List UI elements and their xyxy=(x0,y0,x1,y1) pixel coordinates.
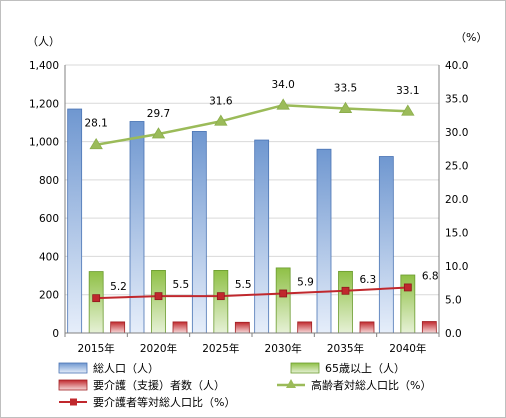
bar xyxy=(275,267,291,334)
right-tick-label: 40.0 xyxy=(445,60,468,72)
legend-label: 要介護（支援）者数（人） xyxy=(93,378,225,392)
right-tick-label: 0.0 xyxy=(445,328,462,340)
data-labels: 28.1 29.7 31.6 34.0 33.5 33.1 5.2 5.5 5.5 5.9 6.3 6… xyxy=(84,79,438,293)
bar xyxy=(338,270,353,334)
data-label: 29.7 xyxy=(147,108,170,120)
data-label: 31.6 xyxy=(209,95,233,107)
data-label: 5.2 xyxy=(110,281,127,293)
legend-swatch xyxy=(58,362,88,374)
bar xyxy=(110,321,126,334)
bar xyxy=(88,271,104,334)
x-tick-label: 2025年 xyxy=(202,342,239,355)
bar xyxy=(254,139,270,334)
data-label: 5.9 xyxy=(297,276,314,288)
right-tick-label: 15.0 xyxy=(445,228,468,240)
data-label: 5.5 xyxy=(235,279,252,291)
right-tick-label: 5.0 xyxy=(445,295,462,307)
bar xyxy=(421,321,437,334)
legend-label: 総人口（人） xyxy=(93,361,159,375)
series-line xyxy=(96,286,408,300)
left-tick-label: 0 xyxy=(52,328,59,340)
square-marker xyxy=(341,286,350,295)
legend-swatch xyxy=(58,379,88,391)
square-marker xyxy=(154,292,163,301)
bar xyxy=(172,321,188,334)
left-tick-label: 400 xyxy=(39,251,59,263)
right-axis-unit: （%） xyxy=(455,31,487,44)
right-tick-label: 20.0 xyxy=(445,194,468,206)
square-marker xyxy=(403,283,412,292)
square-marker xyxy=(216,292,225,301)
legend-label: 65歳以上（人） xyxy=(325,362,405,375)
bar xyxy=(234,321,250,334)
legend-swatch xyxy=(290,362,320,374)
x-tick-label: 2035年 xyxy=(327,342,364,355)
left-tick-label: 1,200 xyxy=(29,98,59,110)
bar xyxy=(67,108,83,334)
data-label: 6.3 xyxy=(360,274,377,286)
data-label: 6.8 xyxy=(422,270,439,282)
right-tick-label: 35.0 xyxy=(445,94,468,106)
bar xyxy=(191,131,207,334)
right-tick-label: 25.0 xyxy=(445,161,468,173)
left-tick-label: 600 xyxy=(39,213,59,225)
series-line xyxy=(95,103,408,146)
gridlines xyxy=(65,64,439,296)
x-tick-label: 2030年 xyxy=(265,342,302,355)
right-tick-label: 10.0 xyxy=(445,261,468,273)
left-tick-label: 200 xyxy=(39,290,59,302)
bar xyxy=(129,121,145,334)
triangle-marker xyxy=(151,127,166,139)
x-tick-label: 2015年 xyxy=(78,342,115,355)
square-marker xyxy=(279,289,288,298)
x-tick-label: 2020年 xyxy=(140,342,177,355)
bar xyxy=(378,156,394,334)
left-tick-label: 800 xyxy=(39,175,59,187)
data-label: 33.1 xyxy=(396,85,419,97)
legend: 総人口（人） 65歳以上（人） 要介護（支援）者数（人） 高齢者対総人口比（%） 要介護… xyxy=(58,361,431,409)
legend-square-marker xyxy=(70,398,77,406)
triangle-marker xyxy=(214,114,228,126)
bar xyxy=(316,148,332,334)
data-label: 5.5 xyxy=(173,279,190,291)
x-tick-label: 2040年 xyxy=(389,342,426,355)
bars xyxy=(67,108,437,334)
square-marker xyxy=(92,294,101,303)
axes: （人） （%） 0 200 400 600 800 1,000 1,200 1,400 0.0 5… xyxy=(27,31,487,355)
left-axis-unit: （人） xyxy=(27,35,60,48)
triangle-marker xyxy=(401,104,415,116)
left-tick-label: 1,000 xyxy=(29,137,59,149)
legend-label: 高齢者対総人口比（%） xyxy=(311,378,431,392)
data-label: 28.1 xyxy=(84,118,107,130)
right-tick-label: 30.0 xyxy=(445,127,468,139)
triangle-marker xyxy=(338,101,353,113)
lines xyxy=(89,98,415,303)
bar xyxy=(213,270,229,334)
data-label: 33.5 xyxy=(334,83,357,95)
bar xyxy=(359,321,375,334)
bar xyxy=(151,270,166,334)
bar xyxy=(297,321,313,334)
triangle-marker xyxy=(89,137,103,150)
left-tick-label: 1,400 xyxy=(29,60,59,72)
data-label: 34.0 xyxy=(271,79,294,91)
legend-triangle-marker xyxy=(286,379,296,388)
legend-label: 要介護者等対総人口比（%） xyxy=(93,395,235,409)
triangle-marker xyxy=(276,98,290,110)
